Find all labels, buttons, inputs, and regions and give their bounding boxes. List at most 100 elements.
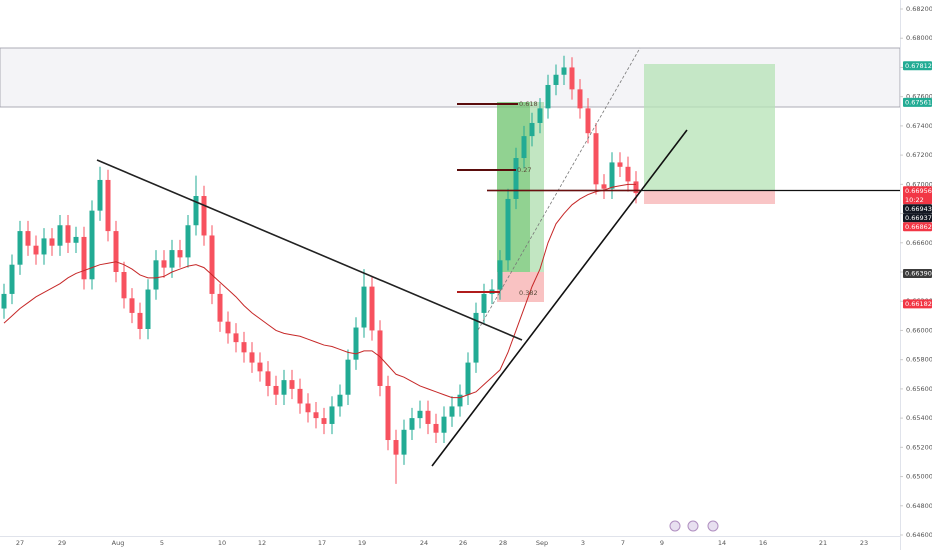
x-tick-label: 27 (16, 539, 24, 547)
candle-body (241, 342, 247, 353)
candle-body (617, 162, 623, 167)
candle-body (89, 210, 95, 280)
candle-body (41, 238, 47, 255)
candle-body (57, 225, 63, 246)
target-box (644, 64, 775, 191)
y-tick-label: 0.64600 (906, 531, 932, 539)
candle-body (481, 293, 487, 313)
event-icon[interactable] (669, 520, 681, 532)
candle-body (257, 362, 263, 372)
x-tick-label: Sep (536, 539, 548, 547)
price-tag-label: 0.66862 (905, 223, 932, 231)
candle-body (633, 181, 639, 194)
price-tag-label: 0.66390 (905, 270, 932, 278)
candle-body (81, 236, 87, 280)
x-tick-label: 10 (218, 539, 226, 547)
candle-body (369, 286, 375, 331)
candle-body (337, 394, 343, 407)
candle-body (289, 380, 295, 389)
candle-body (417, 410, 423, 419)
y-tick-label: 0.68200 (906, 5, 932, 13)
candle-body (249, 352, 255, 363)
candle-body (305, 403, 311, 413)
candle-body (401, 429, 407, 455)
x-tick-label: 21 (819, 539, 827, 547)
candle-body (585, 108, 591, 134)
price-tag-label: 0.66956 (905, 187, 932, 195)
price-tag (903, 222, 932, 232)
y-tick-label: 0.68000 (906, 34, 932, 42)
fib-label: 0.618 (519, 100, 538, 108)
candle-body (217, 293, 223, 322)
price-tag (903, 213, 932, 223)
candle-body (505, 198, 511, 261)
y-tick-label: 0.66000 (906, 326, 932, 334)
candle-body (425, 410, 431, 424)
candle-body (625, 166, 631, 182)
candle-body (609, 162, 615, 189)
event-icon[interactable] (707, 520, 719, 532)
x-tick-label: 19 (358, 539, 366, 547)
candle-body (465, 362, 471, 395)
candle-body (537, 108, 543, 123)
candle-body (561, 67, 567, 75)
price-tag-label: 0.66182 (905, 300, 932, 308)
fib-label: 0.27 (517, 166, 531, 174)
x-tick-label: 5 (160, 539, 164, 547)
candle-body (265, 371, 271, 386)
y-tick-label: 0.65000 (906, 473, 932, 481)
candle-body (105, 179, 111, 232)
price-tag (903, 61, 932, 71)
candle-body (329, 406, 335, 424)
x-tick-label: 23 (860, 539, 868, 547)
price-tag (903, 186, 932, 205)
candle-body (345, 359, 351, 395)
candle-body (321, 418, 327, 424)
candle-body (313, 412, 319, 419)
candle-body (225, 321, 231, 334)
y-tick-label: 0.67600 (906, 93, 932, 101)
price-tag (903, 299, 932, 309)
candle-body (361, 286, 367, 328)
price-tag (903, 97, 932, 107)
candle-body (153, 260, 159, 290)
candle-body (569, 67, 575, 90)
x-tick-label: 29 (58, 539, 66, 547)
candle-body (353, 327, 359, 360)
candle-body (281, 380, 287, 395)
x-tick-label: 7 (621, 539, 625, 547)
candle-body (193, 196, 199, 226)
fib-zone-light (530, 102, 544, 272)
y-tick-label: 0.66600 (906, 239, 932, 247)
candle-body (161, 260, 167, 268)
candle-body (65, 225, 71, 243)
candle-body (25, 231, 31, 246)
candle-body (129, 298, 135, 313)
y-tick-label: 0.65800 (906, 356, 932, 364)
candle-body (377, 330, 383, 386)
candle-body (145, 289, 151, 329)
x-tick-label: 16 (759, 539, 767, 547)
y-tick-label: 0.64800 (906, 502, 932, 510)
candle-body (1, 293, 7, 309)
stop-box (644, 191, 775, 204)
candle-body (185, 225, 191, 258)
candle-body (169, 250, 175, 268)
candle-body (449, 406, 455, 417)
candle-body (529, 122, 535, 137)
candle-body (473, 312, 479, 363)
candle-body (137, 312, 143, 329)
price-tag-label: 0.66937 (905, 214, 932, 222)
event-icon[interactable] (687, 520, 699, 532)
price-tag (903, 268, 932, 278)
candle-body (593, 133, 599, 185)
countdown-label: 10:22 (905, 196, 924, 204)
candle-body (73, 236, 79, 243)
x-tick-label: 3 (581, 539, 585, 547)
y-tick-label: 0.65600 (906, 385, 932, 393)
x-tick-label: 12 (258, 539, 266, 547)
y-tick-label: 0.65200 (906, 443, 932, 451)
candle-body (33, 245, 39, 255)
price-tag-label: 0.67561 (905, 99, 932, 107)
candle-body (233, 333, 239, 343)
